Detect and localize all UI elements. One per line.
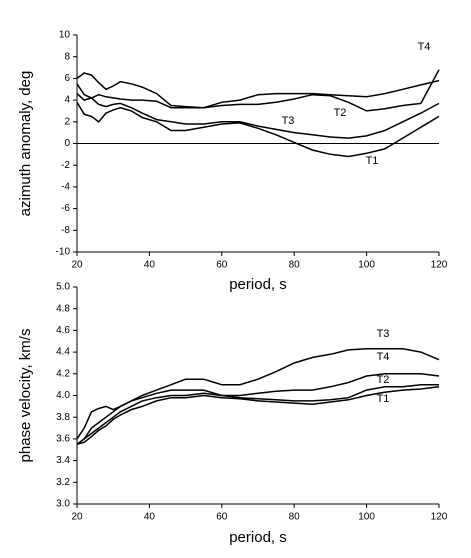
x-tick-label: 40: [144, 260, 156, 271]
y-tick-label: 8: [64, 51, 70, 62]
y-tick-label: 4.8: [56, 303, 70, 314]
series-line: [76, 93, 440, 139]
series-line: [76, 72, 440, 109]
y-tick-label: 4.0: [56, 390, 70, 401]
y-tick-label: 2: [64, 116, 70, 127]
x-tick-label: 60: [216, 512, 228, 523]
y-tick-label: 4.2: [56, 368, 70, 379]
series-line: [76, 101, 440, 158]
x-tick-label: 40: [144, 512, 156, 523]
x-tick-label: 20: [71, 512, 83, 523]
y-tick-label: 5.0: [56, 282, 70, 293]
y-tick-label: 10: [59, 30, 71, 41]
x-tick-label: 100: [358, 260, 375, 271]
y-tick-label: 0: [64, 138, 70, 149]
y-tick-label: -10: [56, 247, 71, 258]
y-axis-label: azimuth anomaly, deg: [17, 71, 34, 217]
y-axis-label: phase velocity, km/s: [17, 329, 34, 463]
y-tick-label: 6: [64, 73, 70, 84]
x-tick-label: 60: [216, 260, 228, 271]
series-label: T4: [418, 41, 431, 53]
x-tick-label: 20: [71, 260, 83, 271]
x-tick-label: 120: [431, 512, 448, 523]
x-tick-label: 120: [431, 260, 448, 271]
series-label: T2: [377, 374, 390, 386]
y-tick-label: 4.6: [56, 325, 70, 336]
x-axis-label: period, s: [229, 276, 287, 293]
series-label: T3: [377, 328, 390, 340]
y-tick-label: -6: [61, 203, 70, 214]
series-line: [76, 348, 440, 440]
x-tick-label: 100: [358, 512, 375, 523]
y-tick-label: 3.2: [56, 477, 70, 488]
series-label: T2: [334, 107, 347, 119]
y-tick-label: -4: [61, 182, 70, 193]
series-line: [76, 386, 440, 446]
series-line: [76, 383, 439, 445]
series-line: [76, 373, 440, 445]
y-tick-label: 3.8: [56, 412, 70, 423]
series-label: T1: [377, 393, 390, 405]
series-label: T1: [366, 155, 379, 167]
series-label: T3: [282, 115, 295, 127]
y-tick-label: 4: [64, 95, 70, 106]
y-tick-label: -2: [61, 160, 70, 171]
y-tick-label: 3.6: [56, 434, 70, 445]
y-tick-label: 4.4: [56, 347, 70, 358]
series-line: [76, 69, 440, 112]
series-label: T4: [377, 351, 390, 363]
x-axis-label: period, s: [229, 529, 287, 546]
x-tick-label: 80: [289, 260, 301, 271]
y-tick-label: 3.0: [56, 499, 70, 510]
y-tick-label: 3.4: [56, 455, 70, 466]
x-tick-label: 80: [289, 512, 301, 523]
y-tick-label: -8: [61, 225, 70, 236]
